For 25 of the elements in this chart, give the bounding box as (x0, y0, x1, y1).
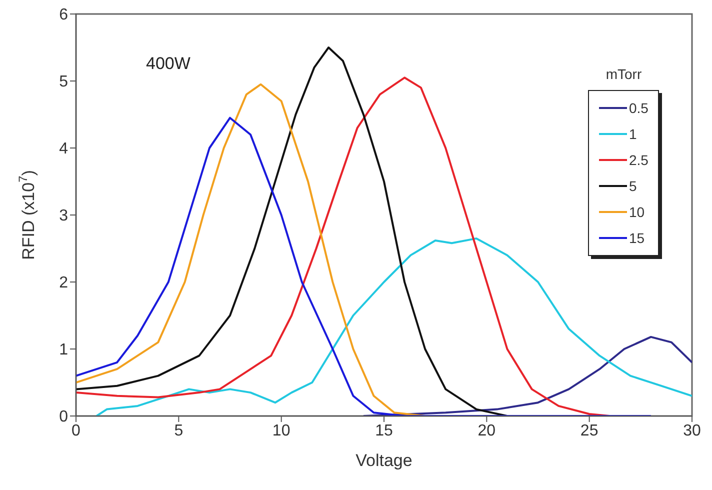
line-series (362, 336, 692, 416)
legend-label: 5 (629, 178, 637, 194)
y-tick-label: 1 (59, 342, 68, 359)
x-tick-label: 10 (272, 422, 290, 440)
legend-label: 2.5 (629, 152, 648, 168)
legend-label: 10 (629, 204, 645, 220)
y-tick-label: 3 (59, 208, 68, 225)
x-tick-label: 15 (375, 422, 393, 440)
y-tick-label: 5 (59, 74, 68, 91)
x-tick-label: 20 (478, 422, 496, 440)
y-tick-label: 0 (59, 408, 68, 426)
legend-title: mTorr (604, 66, 643, 82)
legend-label: 15 (629, 230, 645, 246)
y-tick-label: 2 (59, 274, 68, 292)
annotation: 400W (146, 54, 190, 74)
legend-label: 1 (629, 126, 637, 142)
x-tick-label: 0 (72, 422, 81, 440)
x-tick-label: 5 (174, 422, 184, 440)
line-series (76, 116, 652, 416)
x-axis-title: Voltage (356, 451, 412, 470)
y-tick-label: 4 (59, 140, 68, 158)
x-tick-label: 30 (683, 422, 701, 440)
legend-label: 0.5 (629, 100, 648, 116)
x-tick-label: 25 (580, 422, 598, 440)
y-tick-label: 6 (59, 6, 68, 24)
